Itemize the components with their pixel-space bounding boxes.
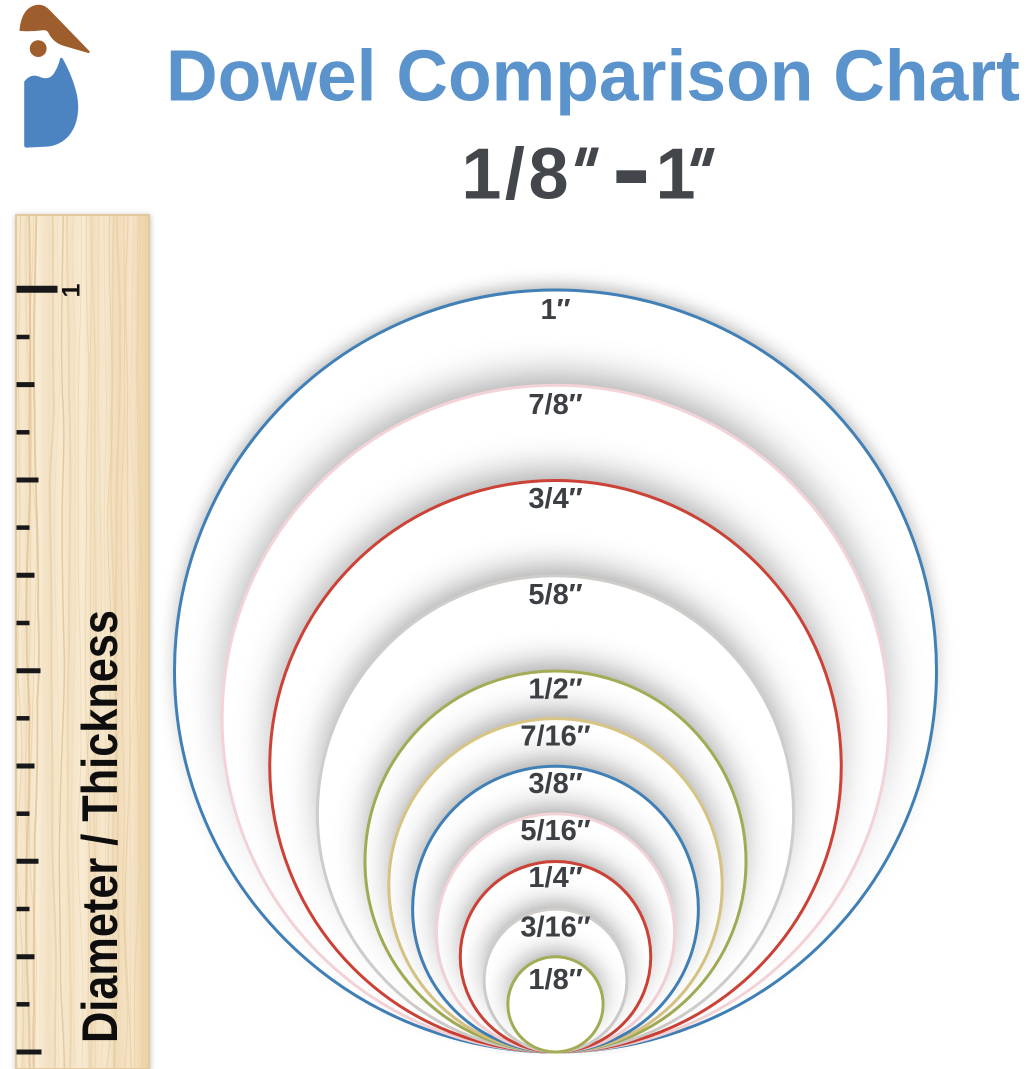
svg-text:3/4″: 3/4″: [528, 483, 582, 515]
svg-text:1: 1: [58, 283, 86, 297]
svg-text:1″: 1″: [540, 294, 570, 326]
svg-text:1/4″: 1/4″: [528, 862, 582, 894]
svg-text:3/8″: 3/8″: [528, 768, 582, 800]
svg-text:5/8″: 5/8″: [528, 579, 582, 611]
svg-text:1/2″: 1/2″: [528, 674, 582, 706]
svg-text:1: 1: [656, 135, 696, 215]
svg-text:3/16″: 3/16″: [520, 912, 590, 944]
svg-text:Diameter / Thickness: Diameter / Thickness: [72, 610, 128, 1043]
svg-text:7/8″: 7/8″: [528, 389, 582, 421]
svg-text:1/8″: 1/8″: [528, 964, 582, 996]
svg-text:Dowel Comparison Chart: Dowel Comparison Chart: [166, 37, 1020, 117]
svg-text:7/16″: 7/16″: [520, 721, 590, 753]
svg-text:5/16″: 5/16″: [520, 815, 590, 847]
svg-text:1/8: 1/8: [461, 135, 572, 215]
